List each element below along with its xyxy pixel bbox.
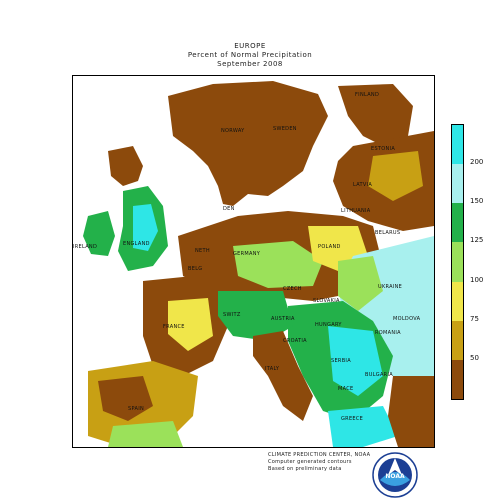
region-italy (253, 331, 313, 421)
label-switzerland: SWITZ (223, 312, 241, 318)
label-england: ENGLAND (123, 241, 150, 247)
legend-tick: 100 (470, 275, 484, 284)
legend-tick: 50 (470, 353, 479, 362)
region-germany-normal (233, 241, 323, 288)
label-lithuania: LITHUANIA (341, 208, 371, 214)
noaa-logo-text: NOAA (385, 473, 405, 480)
label-finland: FINLAND (355, 92, 380, 98)
region-ireland (83, 211, 115, 256)
region-iberia-dry (98, 376, 153, 421)
region-iberia-green (108, 421, 183, 447)
legend-colorbar (451, 124, 464, 400)
label-denmark: DEN (223, 206, 235, 212)
legend-swatch (452, 320, 463, 360)
label-belarus: BELARUS (375, 230, 401, 236)
label-serbia: SERBIA (331, 358, 351, 364)
map-title: EUROPE (234, 42, 266, 50)
region-finland (338, 84, 413, 146)
region-england-wet (133, 204, 158, 251)
legend-swatch (452, 203, 463, 243)
region-alps (218, 291, 293, 341)
label-hungary: HUNGARY (315, 322, 342, 328)
map-period: September 2008 (217, 60, 283, 68)
legend-swatch (452, 125, 463, 165)
legend-swatch (452, 164, 463, 204)
label-ukraine: UKRAINE (378, 284, 403, 290)
label-austria: AUSTRIA (271, 316, 295, 322)
label-france: FRANCE (163, 324, 185, 330)
region-balkans-wet (328, 326, 383, 396)
label-latvia: LATVIA (353, 182, 373, 188)
label-czech: CZECH (283, 286, 302, 292)
region-turkey (388, 376, 434, 447)
label-spain: SPAIN (128, 406, 145, 412)
credit-source: CLIMATE PREDICTION CENTER, NOAA (268, 452, 371, 458)
label-croatia: CROATIA (283, 338, 307, 344)
label-belgium: BELG (188, 266, 203, 272)
label-romania: ROMANIA (375, 330, 401, 336)
label-moldova: MOLDOVA (393, 316, 421, 322)
label-sweden: SWEDEN (273, 126, 297, 132)
label-norway: NORWAY (221, 128, 245, 134)
legend-swatch (452, 242, 463, 282)
label-poland: POLAND (318, 244, 341, 250)
region-ukraine-green (338, 256, 383, 311)
credit-method: Computer generated contours (268, 459, 352, 465)
label-italy: ITALY (265, 366, 280, 372)
label-bulgaria: BULGARIA (365, 372, 393, 378)
legend-swatch (452, 281, 463, 321)
region-scandinavia (168, 81, 328, 206)
noaa-logo: NOAA (372, 452, 418, 498)
legend-tick: 125 (470, 236, 484, 245)
legend-tick: 200 (470, 158, 484, 167)
region-france-yellow (168, 298, 213, 351)
region-scotland (108, 146, 143, 186)
label-netherlands: NETH (195, 248, 210, 254)
label-greece: GREECE (341, 416, 364, 422)
legend-swatch (452, 359, 463, 399)
label-ireland: IRELAND (73, 244, 98, 250)
precipitation-map: FINLAND NORWAY SWEDEN ESTONIA LATVIA LIT… (72, 75, 435, 448)
map-subtitle: Percent of Normal Precipitation (187, 51, 313, 59)
legend-tick: 150 (470, 197, 484, 206)
credit-note: Based on preliminary data (268, 466, 342, 472)
label-slovakia: SLOVAKIA (313, 298, 340, 304)
label-estonia: ESTONIA (371, 146, 396, 152)
label-macedonia: MACE (338, 386, 354, 392)
region-greece (328, 406, 398, 447)
label-germany: GERMANY (233, 251, 261, 257)
legend-tick: 75 (470, 314, 479, 323)
map-canvas (83, 81, 434, 447)
region-baltics-ochre (368, 151, 423, 201)
